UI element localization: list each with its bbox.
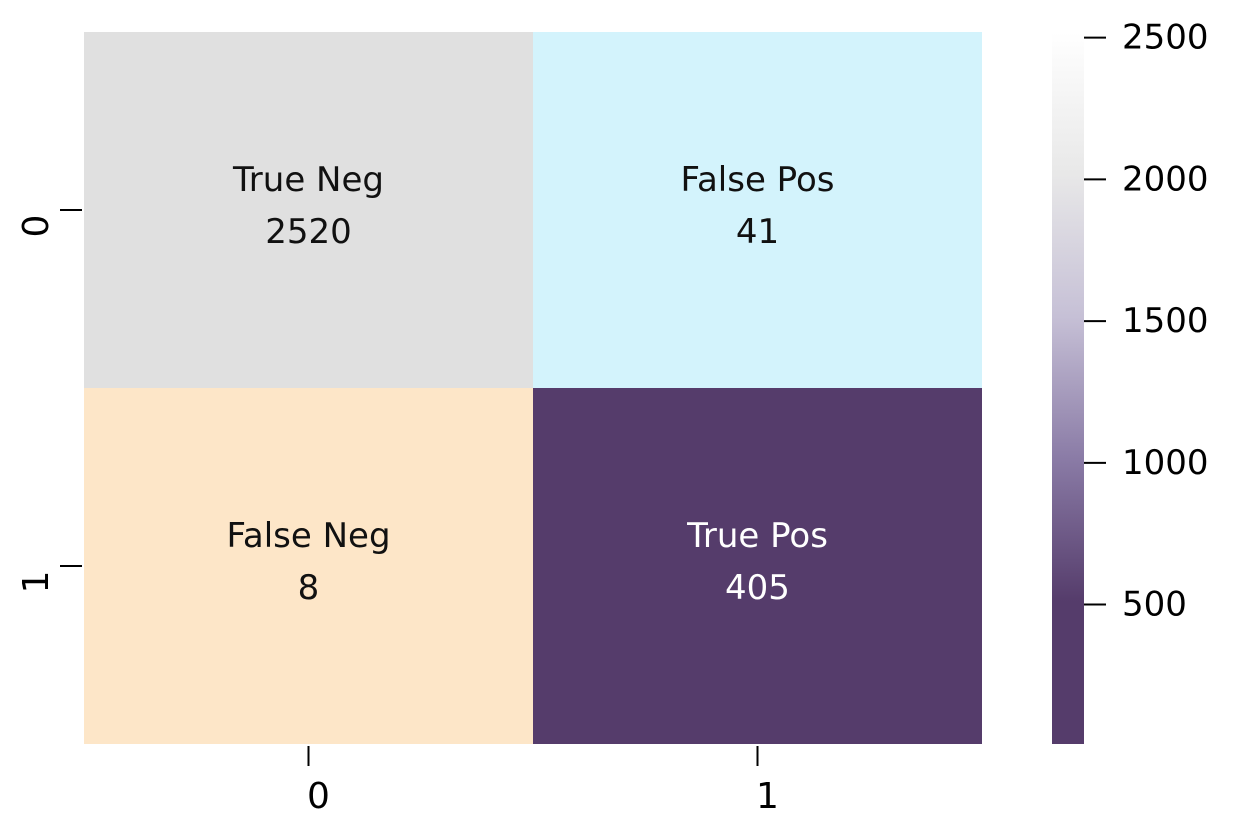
y-tick-label: 1 bbox=[16, 571, 57, 594]
heatmap-cell-rect bbox=[533, 32, 982, 388]
cell-value-label: 8 bbox=[298, 568, 320, 608]
y-tick-label: 0 bbox=[16, 215, 57, 238]
cell-value-label: 405 bbox=[725, 568, 790, 608]
cell-value-label: 2520 bbox=[265, 212, 352, 252]
cell-name-label: False Neg bbox=[226, 516, 390, 556]
cell-value-label: 41 bbox=[736, 212, 779, 252]
x-tick-label: 0 bbox=[307, 776, 330, 817]
heatmap-cell: True Neg 2520 bbox=[84, 32, 533, 388]
heatmap-cell-rect bbox=[84, 32, 533, 388]
cell-name-label: False Pos bbox=[681, 160, 835, 200]
heatmap-cell: False Neg 8 bbox=[84, 388, 533, 744]
colorbar-tick-label: 2000 bbox=[1122, 159, 1209, 199]
heatmap-cell: False Pos 41 bbox=[533, 32, 982, 388]
colorbar-bar bbox=[1052, 32, 1084, 744]
heatmap-cell-rect bbox=[84, 388, 533, 744]
cell-name-label: True Neg bbox=[232, 160, 384, 200]
colorbar-tick-label: 1000 bbox=[1122, 443, 1209, 483]
x-tick-label: 1 bbox=[756, 776, 779, 817]
heatmap-cells: True Neg 2520 False Pos 41 False Neg 8 True Po… bbox=[84, 32, 982, 744]
y-axis: 01 bbox=[16, 209, 82, 594]
heatmap-cell: True Pos 405 bbox=[533, 388, 982, 744]
heatmap-cell-rect bbox=[533, 388, 982, 744]
colorbar-tick-label: 1500 bbox=[1122, 301, 1209, 341]
cell-name-label: True Pos bbox=[686, 516, 828, 556]
colorbar: 500 1000 1500 2000 2500 bbox=[1052, 18, 1209, 744]
colorbar-tick-label: 2500 bbox=[1122, 18, 1209, 58]
colorbar-tick-label: 500 bbox=[1122, 585, 1187, 625]
